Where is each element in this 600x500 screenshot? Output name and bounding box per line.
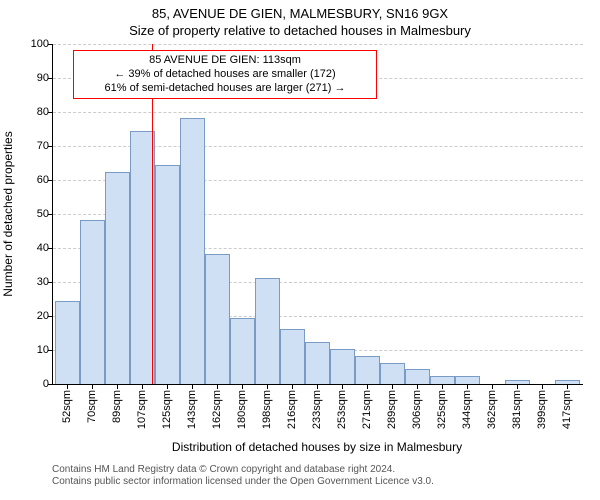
chart-container: 85, AVENUE DE GIEN, MALMESBURY, SN16 9GX… xyxy=(0,0,600,500)
annotation-box: 85 AVENUE DE GIEN: 113sqm← 39% of detach… xyxy=(73,50,377,99)
ytick-label: 50 xyxy=(25,208,49,220)
bar xyxy=(55,301,80,384)
bar xyxy=(155,165,180,384)
xtick-label: 89sqm xyxy=(111,390,123,423)
xtick-mark xyxy=(292,384,293,389)
bar xyxy=(205,254,230,384)
footer: Contains HM Land Registry data © Crown c… xyxy=(52,464,434,488)
ytick-label: 10 xyxy=(25,344,49,356)
xtick-mark xyxy=(492,384,493,389)
xtick-mark xyxy=(417,384,418,389)
xtick-label: 362sqm xyxy=(486,390,498,429)
xtick-label: 143sqm xyxy=(186,390,198,429)
gridline xyxy=(53,44,583,45)
xtick-label: 198sqm xyxy=(261,390,273,429)
xtick-label: 417sqm xyxy=(561,390,573,429)
xtick-label: 253sqm xyxy=(336,390,348,429)
annotation-line: ← 39% of detached houses are smaller (17… xyxy=(80,68,370,82)
ytick-label: 60 xyxy=(25,174,49,186)
xtick-label: 180sqm xyxy=(236,390,248,429)
xtick-mark xyxy=(392,384,393,389)
bar xyxy=(555,380,580,384)
footer-line-2: Contains public sector information licen… xyxy=(52,476,434,488)
xtick-label: 125sqm xyxy=(161,390,173,429)
ytick-label: 90 xyxy=(25,72,49,84)
bar xyxy=(80,220,105,384)
xtick-label: 52sqm xyxy=(61,390,73,423)
title-line-2: Size of property relative to detached ho… xyxy=(0,21,600,38)
bar xyxy=(355,356,380,384)
ytick-label: 40 xyxy=(25,242,49,254)
xtick-mark xyxy=(442,384,443,389)
xtick-mark xyxy=(92,384,93,389)
bar xyxy=(180,118,205,384)
xtick-label: 162sqm xyxy=(211,390,223,429)
gridline xyxy=(53,112,583,113)
annotation-line: 61% of semi-detached houses are larger (… xyxy=(80,82,370,96)
ytick-label: 70 xyxy=(25,140,49,152)
xtick-mark xyxy=(217,384,218,389)
xtick-mark xyxy=(467,384,468,389)
bar xyxy=(455,376,480,384)
xtick-label: 70sqm xyxy=(86,390,98,423)
xtick-mark xyxy=(242,384,243,389)
bar xyxy=(255,278,280,384)
xtick-mark xyxy=(542,384,543,389)
bar xyxy=(305,342,330,384)
x-axis-title: Distribution of detached houses by size … xyxy=(52,440,582,454)
xtick-mark xyxy=(367,384,368,389)
ytick-label: 80 xyxy=(25,106,49,118)
xtick-mark xyxy=(317,384,318,389)
bar xyxy=(380,363,405,384)
xtick-mark xyxy=(142,384,143,389)
xtick-mark xyxy=(267,384,268,389)
y-axis-title: Number of detached properties xyxy=(1,131,15,296)
bar xyxy=(330,349,355,384)
xtick-mark xyxy=(567,384,568,389)
xtick-mark xyxy=(192,384,193,389)
xtick-label: 344sqm xyxy=(461,390,473,429)
xtick-label: 233sqm xyxy=(311,390,323,429)
plot-area: 010203040506070809010052sqm70sqm89sqm107… xyxy=(52,44,583,385)
ytick-label: 0 xyxy=(25,378,49,390)
xtick-mark xyxy=(117,384,118,389)
ytick-label: 100 xyxy=(25,38,49,50)
xtick-mark xyxy=(167,384,168,389)
bar xyxy=(430,376,455,384)
ytick-label: 30 xyxy=(25,276,49,288)
xtick-mark xyxy=(517,384,518,389)
xtick-label: 399sqm xyxy=(536,390,548,429)
xtick-label: 325sqm xyxy=(436,390,448,429)
annotation-line: 85 AVENUE DE GIEN: 113sqm xyxy=(80,54,370,68)
bar xyxy=(405,369,430,384)
xtick-label: 107sqm xyxy=(136,390,148,429)
ytick-label: 20 xyxy=(25,310,49,322)
xtick-mark xyxy=(342,384,343,389)
xtick-label: 381sqm xyxy=(511,390,523,429)
xtick-label: 306sqm xyxy=(411,390,423,429)
xtick-label: 271sqm xyxy=(361,390,373,429)
xtick-label: 289sqm xyxy=(386,390,398,429)
footer-line-1: Contains HM Land Registry data © Crown c… xyxy=(52,464,434,476)
bar xyxy=(230,318,255,384)
bar xyxy=(505,380,530,384)
bar xyxy=(105,172,130,384)
xtick-label: 216sqm xyxy=(286,390,298,429)
xtick-mark xyxy=(67,384,68,389)
bar xyxy=(280,329,305,384)
title-line-1: 85, AVENUE DE GIEN, MALMESBURY, SN16 9GX xyxy=(0,0,600,21)
